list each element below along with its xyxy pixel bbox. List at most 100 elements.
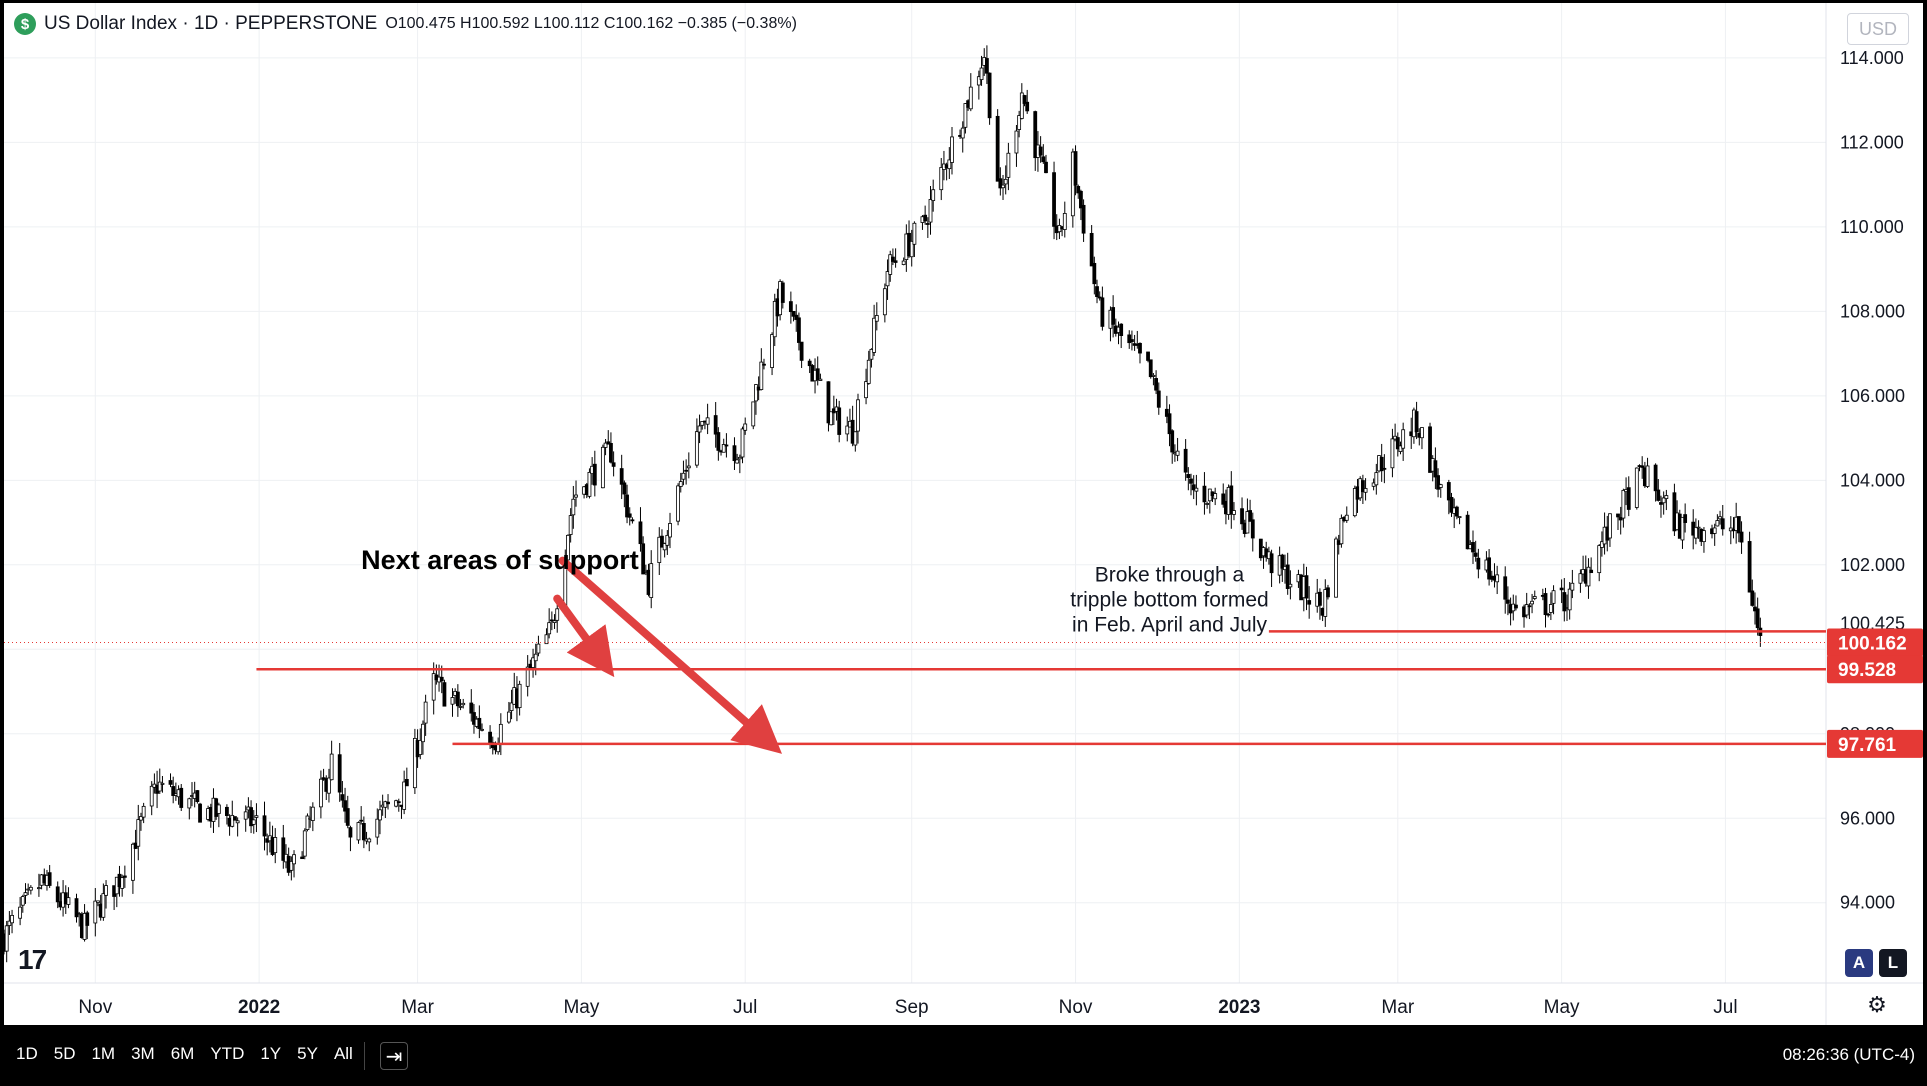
candle-body [947,159,952,170]
candle-body [1503,576,1508,600]
candle-body [1111,307,1116,325]
candle-body [1454,506,1459,517]
candle-body [243,811,248,820]
annotation-note-line[interactable]: Broke through a [1095,564,1245,587]
candle-body [1344,514,1349,521]
candle-body [216,804,221,814]
candle-body [743,423,748,431]
candle-body [198,803,202,823]
candle-body [882,288,887,316]
candle-body [1146,351,1150,361]
candle-body [1304,575,1309,599]
range-button-1d[interactable]: 1D [16,1044,38,1063]
y-tick-label: 96.000 [1840,808,1895,828]
candle-body [1038,146,1043,156]
candle-body [627,513,632,518]
goto-date-icon[interactable]: ⇥ [380,1042,408,1070]
y-tick-label: 94.000 [1840,893,1895,913]
symbol-header[interactable]: $ US Dollar Index · 1D · PEPPERSTONE O10… [14,11,797,37]
candle-body [359,819,364,822]
candle-body [732,445,737,462]
range-button-5d[interactable]: 5D [53,1044,76,1063]
candle-body [93,900,98,924]
y-tick-label: 112.000 [1840,132,1904,152]
candle-body [928,199,933,223]
range-button-3m[interactable]: 3M [131,1044,155,1063]
annotation-note-line[interactable]: tripple bottom formed [1070,589,1268,612]
candle-body [891,256,895,262]
tradingview-logo[interactable]: 17 [18,944,47,975]
candle-body [139,816,143,821]
candle-body [249,807,253,827]
candle-body [1597,545,1602,574]
candle-body [329,753,334,781]
chart-pane[interactable]: 94.00096.00098.000100.000102.000104.0001… [4,3,1923,1025]
candle-body [963,103,968,128]
candle-body [1693,527,1698,539]
candle-body [1696,526,1701,529]
candle-body [1081,204,1086,234]
candle-body [168,780,173,785]
x-tick-label: Nov [1059,997,1093,1018]
range-button-1m[interactable]: 1M [91,1044,116,1063]
candle-body [262,815,267,837]
candle-body [179,787,184,808]
candle-body [439,676,444,682]
candle-body [1586,566,1591,587]
candle-body [1659,502,1663,505]
candle-body [20,896,25,906]
settings-gear-icon[interactable]: ⚙ [1867,992,1887,1017]
candle-body [506,711,511,723]
annotation-arrow[interactable] [553,594,615,678]
candle-body [136,819,141,847]
auto-scale-button[interactable]: A [1845,949,1873,977]
range-button-6m[interactable]: 6M [170,1044,195,1063]
log-scale-button[interactable]: L [1879,949,1907,977]
ohlc-readout: O100.475 H100.592 L100.112 C100.162 −0.3… [385,15,797,32]
candle-body [724,444,729,447]
range-button-all[interactable]: All [333,1044,353,1063]
candle-body [348,827,353,838]
annotation-arrow[interactable] [558,556,783,754]
candle-body [82,913,87,940]
price-chart[interactable]: 94.00096.00098.000100.000102.000104.0001… [4,3,1923,1025]
y-tick-label: 106.000 [1840,386,1905,406]
currency-button[interactable]: USD [1847,13,1909,45]
candle-body [85,912,90,926]
candle-body [694,431,699,466]
candle-body [396,801,401,804]
candle-body [678,481,683,487]
candle-body [1457,516,1462,518]
candle-body [281,837,286,861]
candle-body [1680,516,1685,541]
range-button-5y[interactable]: 5Y [297,1044,318,1063]
candle-body [1720,518,1725,530]
support-price-tag: 97.761 [1838,735,1897,756]
candle-body [544,634,549,645]
candle-body [641,543,646,575]
candle-body [869,348,874,360]
candle-body [1250,519,1255,539]
support-price-tag-bg [1827,729,1923,758]
candle-body [1062,213,1067,230]
candle-body [300,856,304,860]
candle-body [525,666,530,687]
range-button-1y[interactable]: 1Y [260,1044,282,1063]
candle-body [995,115,1000,182]
candle-body [418,740,423,755]
candle-body [1044,161,1048,174]
candle-body [1025,101,1030,112]
candle-body [1382,467,1387,470]
candle-body [751,401,756,427]
candle-body [950,136,954,163]
annotation-note-line[interactable]: in Feb. April and July [1072,614,1267,637]
x-tick-label: Sep [895,997,929,1018]
range-button-ytd[interactable]: YTD [210,1044,245,1063]
candle-body [815,368,820,381]
candle-body [356,822,361,841]
candle-body [1621,489,1626,519]
candle-body [1476,557,1481,570]
candle-body [292,854,296,865]
symbol-title[interactable]: US Dollar Index · 1D · PEPPERSTONE [44,13,378,34]
annotation-support-text[interactable]: Next areas of support [361,545,639,575]
